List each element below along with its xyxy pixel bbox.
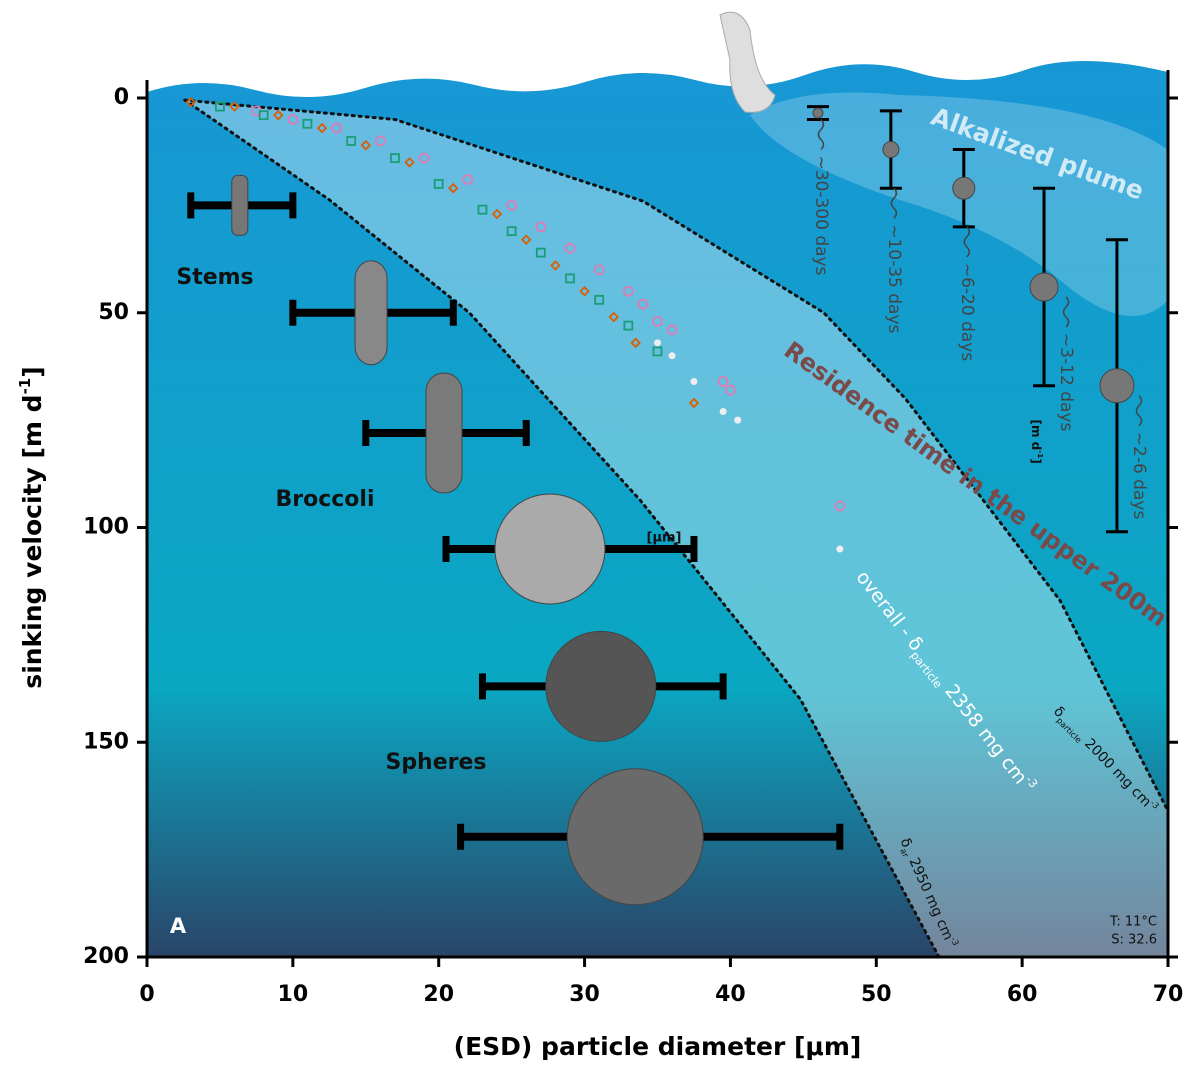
- y-axis-label: sinking velocity [m d-1]: [16, 366, 48, 688]
- y-axis-label-part: sinking velocity [m d: [18, 394, 47, 688]
- residence-label: ~2-6 days: [1129, 432, 1149, 520]
- residence-label: ~10-35 days: [884, 224, 904, 333]
- x-tick-label: 40: [715, 982, 746, 1007]
- y-tick-label: 100: [83, 515, 129, 540]
- group-label: Stems: [176, 265, 253, 290]
- panel-label: A: [170, 914, 187, 938]
- particle-image: [883, 142, 899, 158]
- velocity-unit-part: ]: [1030, 458, 1044, 463]
- y-tick-label: 150: [83, 729, 129, 754]
- point: [690, 378, 697, 385]
- y-tick-label: 0: [114, 85, 129, 110]
- y-tick-label: 200: [83, 944, 129, 969]
- group-label: Spheres: [385, 750, 486, 775]
- particle-image: [495, 494, 605, 604]
- point: [720, 408, 727, 415]
- x-tick-label: 70: [1153, 982, 1184, 1007]
- x-tick-label: 30: [569, 982, 600, 1007]
- particle-image: [567, 769, 703, 905]
- x-axis-label: (ESD) particle diameter [μm]: [454, 1032, 862, 1061]
- residence-label: ~30-300 days: [811, 155, 831, 275]
- chart: δparticle 2000 mg cm-3δar 2950 mg cm-3ov…: [0, 0, 1197, 1070]
- particle-image: [232, 175, 248, 235]
- point: [654, 339, 661, 346]
- y-tick-label: 50: [98, 300, 129, 325]
- particle-image: [426, 373, 462, 493]
- particle-image: [546, 631, 656, 741]
- velocity-unit-part: [m d: [1030, 419, 1044, 450]
- point: [734, 417, 741, 424]
- residence-label: ~6-20 days: [957, 263, 977, 361]
- velocity-unit-part: -1: [1037, 450, 1046, 458]
- x-tick-label: 20: [423, 982, 454, 1007]
- x-tick-label: 60: [1007, 982, 1038, 1007]
- salinity: S: 32.6: [1111, 933, 1157, 948]
- particle-image: [1030, 273, 1058, 301]
- particle-image: [813, 108, 823, 118]
- y-axis-label-part: -1: [16, 378, 34, 395]
- particle-image: [1100, 369, 1134, 403]
- residence-label: ~3-12 days: [1056, 333, 1076, 431]
- point: [669, 352, 676, 359]
- size-unit: [μm]: [647, 531, 682, 546]
- point: [836, 545, 843, 552]
- particle-image: [953, 177, 975, 199]
- y-axis-label-part: ]: [18, 366, 47, 377]
- x-tick-label: 0: [139, 982, 154, 1007]
- x-tick-label: 10: [278, 982, 309, 1007]
- temperature: T: 11°C: [1109, 915, 1157, 930]
- group-label: Broccoli: [275, 487, 374, 512]
- particle-image: [355, 261, 387, 365]
- x-tick-label: 50: [861, 982, 892, 1007]
